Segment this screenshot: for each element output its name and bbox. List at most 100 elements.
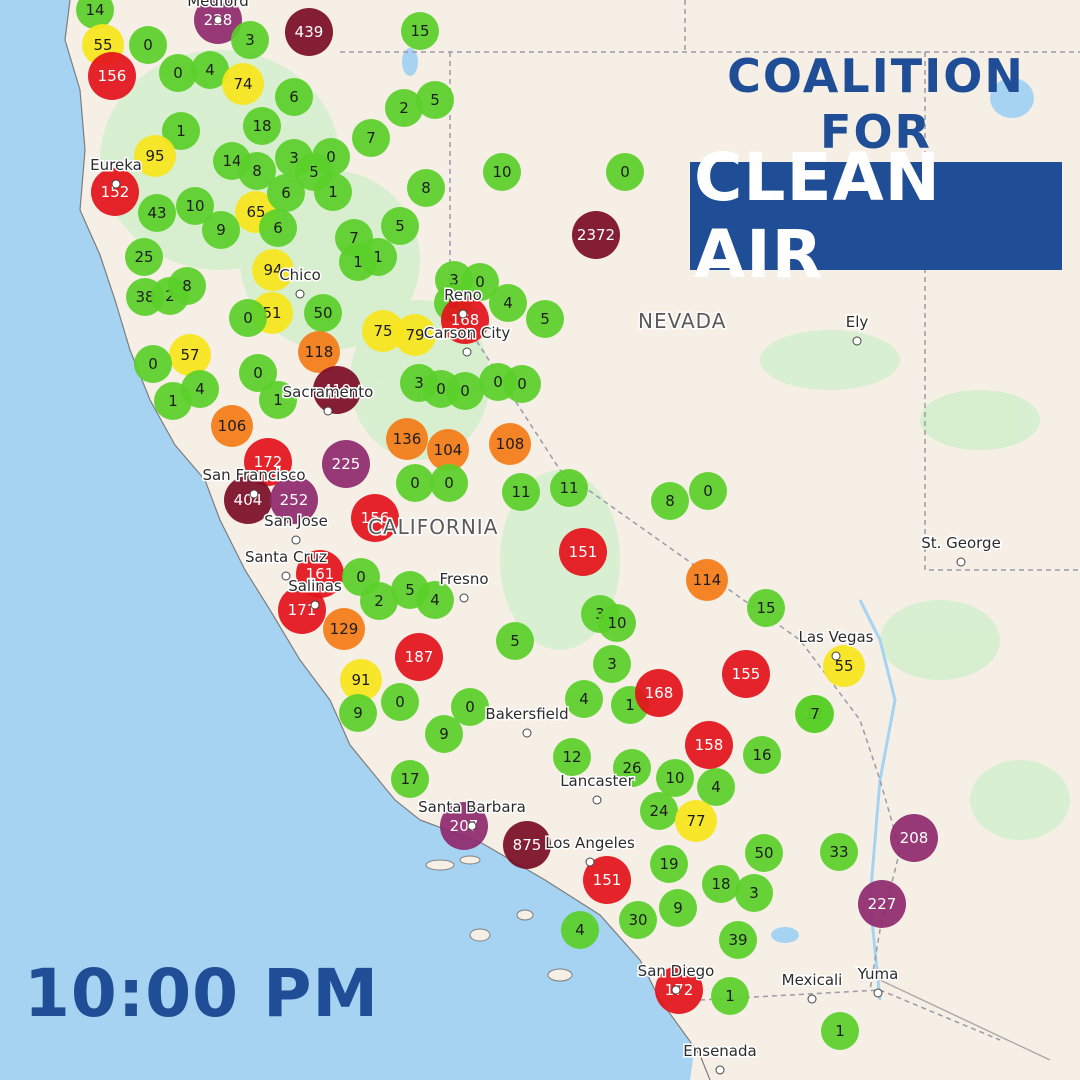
- aqi-sensor-circle[interactable]: [394, 314, 436, 356]
- aqi-sensor-marker[interactable]: 151: [583, 856, 631, 904]
- aqi-sensor-circle[interactable]: [298, 331, 340, 373]
- aqi-sensor-marker[interactable]: 91: [340, 659, 382, 701]
- aqi-sensor-marker[interactable]: 227: [858, 880, 906, 928]
- aqi-sensor-circle[interactable]: [441, 296, 489, 344]
- aqi-sensor-marker[interactable]: 0: [430, 464, 468, 502]
- aqi-sensor-circle[interactable]: [407, 169, 445, 207]
- aqi-sensor-circle[interactable]: [381, 207, 419, 245]
- aqi-sensor-circle[interactable]: [168, 267, 206, 305]
- aqi-sensor-marker[interactable]: 3: [593, 645, 631, 683]
- aqi-sensor-circle[interactable]: [446, 372, 484, 410]
- aqi-sensor-circle[interactable]: [650, 845, 688, 883]
- aqi-sensor-circle[interactable]: [129, 26, 167, 64]
- aqi-sensor-circle[interactable]: [285, 8, 333, 56]
- aqi-sensor-marker[interactable]: 2: [385, 89, 423, 127]
- aqi-sensor-marker[interactable]: 74: [222, 63, 264, 105]
- aqi-sensor-circle[interactable]: [722, 650, 770, 698]
- aqi-sensor-marker[interactable]: 136: [386, 418, 428, 460]
- aqi-sensor-marker[interactable]: 6: [267, 174, 305, 212]
- aqi-sensor-circle[interactable]: [267, 174, 305, 212]
- sensor-layer[interactable]: 1455156004742283439156251817951521483054…: [76, 0, 1049, 1050]
- aqi-sensor-circle[interactable]: [191, 51, 229, 89]
- aqi-sensor-marker[interactable]: 43: [138, 194, 176, 232]
- aqi-sensor-marker[interactable]: 1: [314, 173, 352, 211]
- aqi-sensor-marker[interactable]: 0: [689, 472, 727, 510]
- aqi-sensor-circle[interactable]: [391, 760, 429, 798]
- aqi-sensor-circle[interactable]: [211, 405, 253, 447]
- aqi-sensor-marker[interactable]: 16: [743, 736, 781, 774]
- aqi-sensor-circle[interactable]: [278, 586, 326, 634]
- aqi-sensor-marker[interactable]: 152: [91, 168, 139, 216]
- aqi-sensor-circle[interactable]: [396, 464, 434, 502]
- aqi-sensor-marker[interactable]: 6: [259, 209, 297, 247]
- aqi-sensor-marker[interactable]: 155: [722, 650, 770, 698]
- aqi-sensor-circle[interactable]: [559, 528, 607, 576]
- aqi-sensor-circle[interactable]: [489, 423, 531, 465]
- aqi-sensor-circle[interactable]: [711, 977, 749, 1015]
- aqi-sensor-marker[interactable]: 108: [489, 423, 531, 465]
- aqi-sensor-marker[interactable]: 5: [416, 81, 454, 119]
- aqi-sensor-circle[interactable]: [259, 209, 297, 247]
- aqi-sensor-circle[interactable]: [743, 736, 781, 774]
- aqi-sensor-circle[interactable]: [339, 694, 377, 732]
- aqi-sensor-marker[interactable]: 252: [270, 476, 318, 524]
- aqi-sensor-marker[interactable]: 129: [323, 608, 365, 650]
- aqi-sensor-marker[interactable]: 171: [278, 586, 326, 634]
- aqi-sensor-marker[interactable]: 158: [685, 721, 733, 769]
- aqi-sensor-circle[interactable]: [553, 738, 591, 776]
- aqi-sensor-circle[interactable]: [430, 464, 468, 502]
- aqi-sensor-circle[interactable]: [697, 768, 735, 806]
- aqi-sensor-marker[interactable]: 419: [313, 366, 361, 414]
- aqi-sensor-marker[interactable]: 10: [656, 759, 694, 797]
- aqi-sensor-marker[interactable]: 0: [503, 365, 541, 403]
- aqi-sensor-marker[interactable]: 7: [796, 695, 834, 733]
- aqi-sensor-marker[interactable]: 75: [362, 310, 404, 352]
- aqi-sensor-marker[interactable]: 94: [252, 249, 294, 291]
- aqi-sensor-circle[interactable]: [651, 482, 689, 520]
- aqi-sensor-circle[interactable]: [134, 135, 176, 177]
- aqi-sensor-circle[interactable]: [496, 622, 534, 660]
- aqi-sensor-marker[interactable]: 0: [451, 688, 489, 726]
- aqi-sensor-circle[interactable]: [385, 89, 423, 127]
- aqi-sensor-circle[interactable]: [401, 12, 439, 50]
- aqi-sensor-circle[interactable]: [526, 300, 564, 338]
- aqi-sensor-marker[interactable]: 156: [88, 52, 136, 100]
- aqi-sensor-circle[interactable]: [386, 418, 428, 460]
- aqi-sensor-marker[interactable]: 8: [168, 267, 206, 305]
- aqi-sensor-circle[interactable]: [502, 473, 540, 511]
- aqi-sensor-circle[interactable]: [503, 365, 541, 403]
- aqi-sensor-circle[interactable]: [159, 54, 197, 92]
- aqi-sensor-circle[interactable]: [270, 476, 318, 524]
- aqi-sensor-circle[interactable]: [858, 880, 906, 928]
- aqi-sensor-circle[interactable]: [451, 688, 489, 726]
- aqi-sensor-marker[interactable]: 118: [298, 331, 340, 373]
- aqi-sensor-circle[interactable]: [598, 604, 636, 642]
- aqi-sensor-circle[interactable]: [202, 211, 240, 249]
- aqi-sensor-marker[interactable]: 104: [427, 429, 469, 471]
- aqi-sensor-circle[interactable]: [243, 107, 281, 145]
- aqi-sensor-circle[interactable]: [322, 440, 370, 488]
- aqi-sensor-circle[interactable]: [461, 263, 499, 301]
- aqi-sensor-marker[interactable]: 33: [820, 833, 858, 871]
- aqi-sensor-marker[interactable]: 4: [561, 911, 599, 949]
- aqi-sensor-circle[interactable]: [593, 645, 631, 683]
- aqi-sensor-circle[interactable]: [425, 715, 463, 753]
- aqi-sensor-circle[interactable]: [656, 759, 694, 797]
- aqi-sensor-marker[interactable]: 3: [735, 874, 773, 912]
- aqi-sensor-marker[interactable]: 77: [675, 800, 717, 842]
- aqi-sensor-circle[interactable]: [244, 438, 292, 486]
- aqi-sensor-marker[interactable]: 50: [304, 294, 342, 332]
- aqi-sensor-circle[interactable]: [719, 921, 757, 959]
- aqi-sensor-circle[interactable]: [229, 299, 267, 337]
- aqi-sensor-circle[interactable]: [224, 476, 272, 524]
- aqi-sensor-circle[interactable]: [416, 81, 454, 119]
- aqi-sensor-marker[interactable]: 2372: [572, 211, 620, 259]
- aqi-sensor-marker[interactable]: 14: [76, 0, 114, 29]
- aqi-sensor-marker[interactable]: 4: [191, 51, 229, 89]
- aqi-sensor-marker[interactable]: 168: [441, 296, 489, 344]
- aqi-sensor-circle[interactable]: [138, 194, 176, 232]
- aqi-sensor-marker[interactable]: 3: [231, 21, 269, 59]
- aqi-sensor-marker[interactable]: 0: [396, 464, 434, 502]
- aqi-sensor-circle[interactable]: [134, 345, 172, 383]
